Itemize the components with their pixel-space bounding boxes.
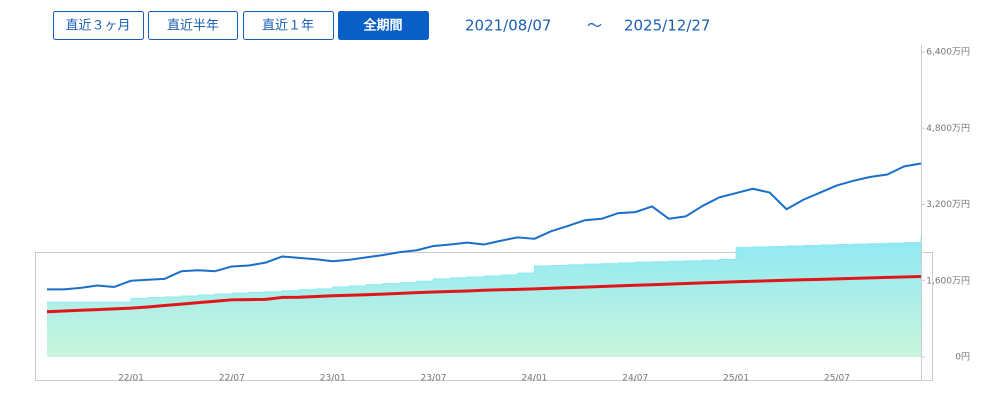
- plot: 0円 1,600万円 3,200万円 4,800万円 6,400万円 22/01 22/07…: [46, 47, 970, 384]
- button-label[interactable]: 全期間: [362, 18, 402, 34]
- y-tick-label: 4,800万円: [926, 123, 970, 134]
- date-separator: ～: [587, 17, 602, 35]
- x-tick-label: 22/01: [118, 374, 144, 384]
- button[interactable]: [243, 11, 334, 40]
- area-edge: [47, 235, 922, 303]
- y-tick-label: 1,600万円: [926, 275, 970, 286]
- line: [46, 274, 922, 314]
- button-active[interactable]: [338, 11, 429, 40]
- area: [47, 235, 921, 357]
- date-to: 2025/12/27: [624, 17, 710, 35]
- x-tick-label: 23/01: [320, 374, 346, 384]
- button-label[interactable]: 直近３ヶ月: [65, 19, 130, 34]
- date-from: 2021/08/07: [465, 17, 551, 35]
- y-tick-label: 0円: [955, 352, 970, 363]
- x-tick-label: 25/07: [824, 374, 850, 384]
- line: [47, 162, 922, 291]
- button[interactable]: [148, 11, 238, 40]
- x-tick-label: 24/01: [521, 374, 547, 384]
- x-tick-label: 24/07: [622, 374, 648, 384]
- x-tick-label: 23/07: [421, 374, 447, 384]
- chart-frame: [35, 252, 933, 381]
- y-tick-label: 3,200万円: [926, 199, 970, 210]
- button[interactable]: [53, 11, 144, 40]
- button-label[interactable]: 直近１年: [262, 19, 314, 34]
- x-tick-label: 25/01: [723, 374, 749, 384]
- button-label[interactable]: 直近半年: [167, 19, 219, 34]
- x-tick-label: 22/07: [219, 374, 245, 384]
- y-tick-label: 6,400万円: [926, 47, 970, 58]
